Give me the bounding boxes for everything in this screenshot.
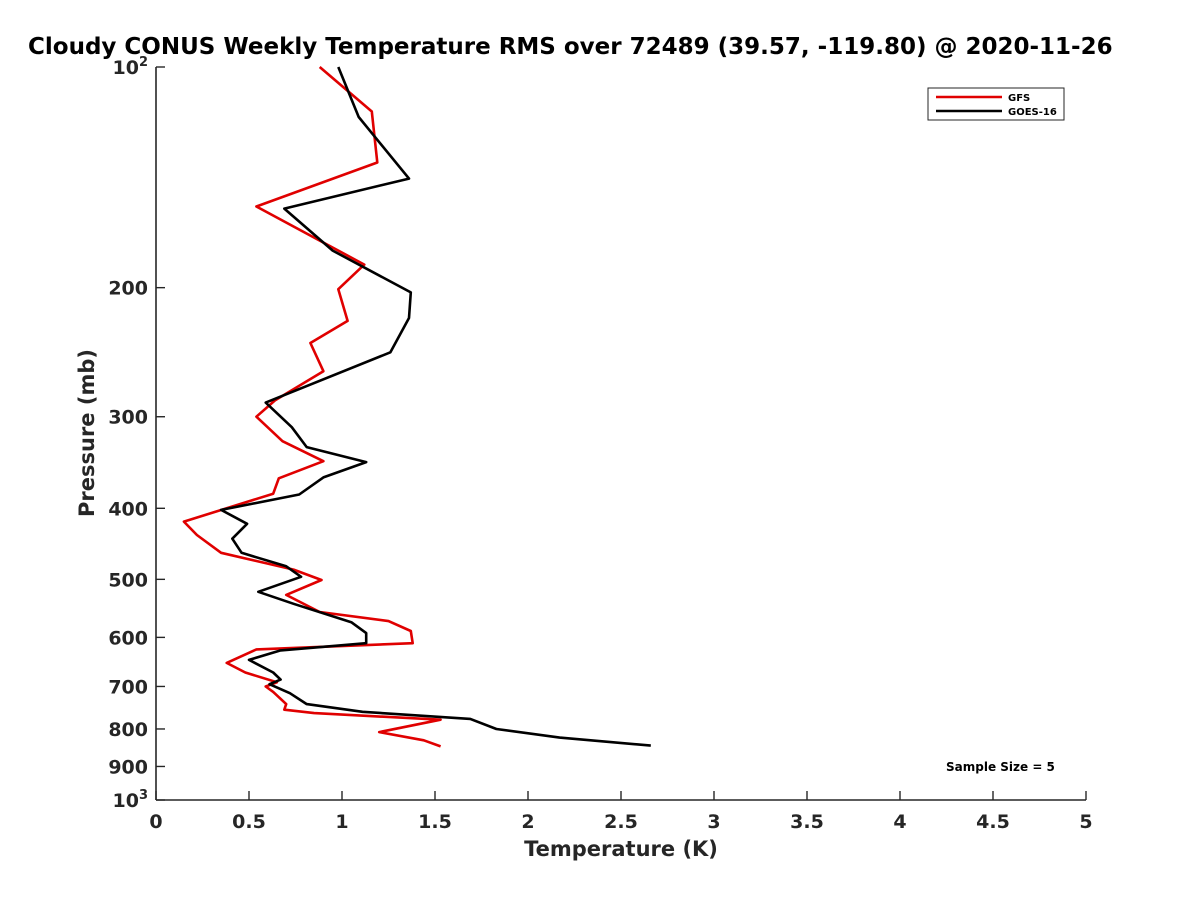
y-tick-label: 400 [108,498,148,520]
x-tick-label: 2.5 [604,811,638,833]
x-tick-label: 4.5 [976,811,1010,833]
x-tick-label: 4 [893,811,906,833]
x-tick-label: 0 [149,811,162,833]
legend-label-goes16: GOES-16 [1008,107,1057,118]
y-tick-label: 500 [108,569,148,591]
x-tick-label: 0.5 [232,811,266,833]
x-axis-ticks: 0 0.5 1 1.5 2 2.5 3 3.5 4 4.5 5 [149,791,1093,833]
y-axis-label: Pressure (mb) [75,349,99,517]
series-layer [182,66,651,748]
legend-label-gfs: GFS [1008,93,1030,104]
y-tick-label: 102 [113,55,149,79]
x-tick-label: 2 [521,811,534,833]
y-tick-label: 900 [108,756,148,778]
x-tick-label: 3 [707,811,720,833]
chart-title: Cloudy CONUS Weekly Temperature RMS over… [28,34,1113,60]
x-axis-label: Temperature (K) [524,837,718,861]
x-tick-label: 3.5 [790,811,824,833]
y-tick-label: 103 [113,788,149,812]
y-tick-label: 800 [108,719,148,741]
y-tick-label: 200 [108,278,148,300]
series-line-goes16 [219,66,651,747]
x-tick-label: 1 [335,811,348,833]
plot-area: 0 0.5 1 1.5 2 2.5 3 3.5 4 4.5 5 102 200 300 400 500 600… [108,55,1092,833]
sample-size-annotation: Sample Size = 5 [946,760,1055,774]
x-tick-label: 1.5 [418,811,452,833]
legend: GFS GOES-16 [927,87,1065,121]
y-tick-label: 600 [108,627,148,649]
series-line-gfs [182,66,442,748]
legend-box [927,87,1065,121]
y-tick-label: 300 [108,407,148,429]
y-tick-label: 700 [108,676,148,698]
x-tick-label: 5 [1079,811,1092,833]
y-axis-ticks: 102 200 300 400 500 600 700 800 900 103 [108,55,165,812]
